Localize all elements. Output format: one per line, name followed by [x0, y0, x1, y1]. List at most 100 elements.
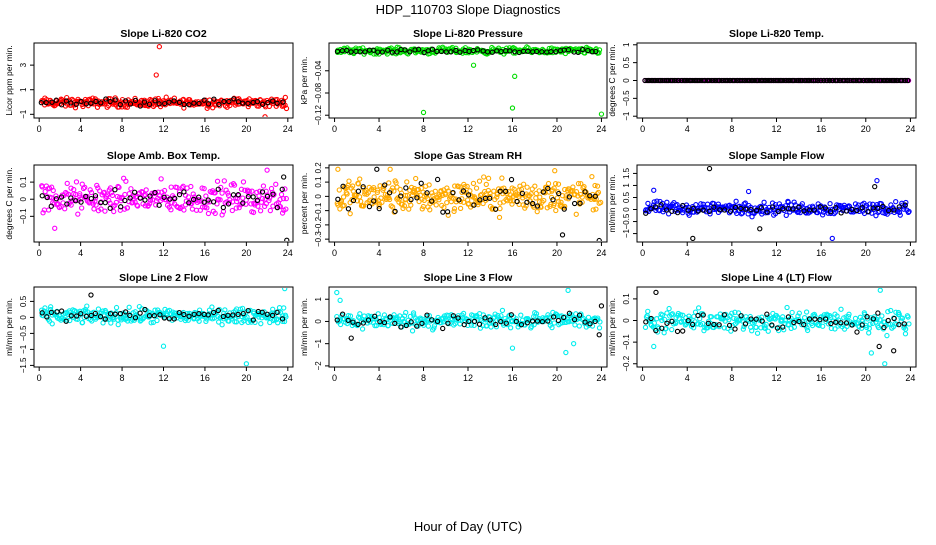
outlier-point: [891, 348, 897, 354]
panel-4: Slope Amb. Box Temp. degrees C per min. 0 4…: [4, 150, 294, 258]
data-point: [804, 325, 810, 331]
x-tick-label: 12: [463, 373, 473, 383]
data-point: [142, 306, 148, 313]
data-point: [571, 316, 578, 323]
data-point: [789, 309, 795, 316]
y-tick-label: −1: [622, 111, 631, 121]
data-point: [152, 307, 158, 313]
data-point: [151, 313, 157, 319]
data-point: [859, 322, 865, 328]
data-point: [899, 315, 906, 321]
data-point: [156, 101, 162, 107]
data-point: [102, 208, 108, 214]
panel-title: Slope Amb. Box Temp.: [107, 150, 220, 162]
data-point: [257, 188, 263, 194]
data-point: [901, 321, 907, 327]
y-tick-label: −0.08: [314, 82, 323, 103]
outlier-point: [598, 111, 605, 117]
data-point: [451, 208, 457, 214]
data-point: [425, 323, 432, 329]
data-point: [72, 198, 79, 204]
data-point: [117, 310, 124, 317]
data-point: [226, 98, 232, 105]
data-point: [481, 174, 487, 180]
data-point: [259, 195, 266, 202]
data-point: [721, 312, 728, 318]
x-tick-label: 0: [332, 248, 337, 258]
data-point: [372, 313, 378, 319]
data-point: [109, 192, 116, 199]
data-point: [566, 194, 573, 200]
data-point: [108, 320, 114, 326]
x-tick-label: 16: [816, 373, 826, 383]
data-point: [735, 310, 742, 316]
panel-title: Slope Li-820 Pressure: [413, 28, 523, 40]
data-point: [181, 101, 187, 108]
data-point: [676, 77, 682, 84]
data-point: [152, 189, 158, 196]
data-point: [680, 203, 686, 209]
data-point: [59, 102, 65, 108]
data-point: [691, 313, 697, 319]
data-point: [366, 203, 373, 210]
x-tick-label: 0: [332, 124, 337, 134]
data-point: [73, 101, 79, 107]
data-point: [281, 305, 287, 311]
data-point: [806, 316, 813, 322]
data-point: [107, 311, 114, 317]
data-point: [438, 48, 445, 54]
data-point: [334, 48, 341, 55]
data-point: [582, 319, 588, 325]
data-point: [572, 322, 578, 328]
data-point: [905, 77, 911, 84]
data-point: [78, 311, 84, 317]
data-point: [267, 207, 273, 214]
data-point: [365, 190, 371, 196]
x-tick-label: 20: [861, 248, 871, 258]
data-point: [148, 320, 154, 326]
data-point: [398, 190, 405, 196]
data-point: [196, 194, 202, 200]
data-point: [64, 180, 70, 187]
data-point: [791, 199, 797, 205]
data-point: [137, 310, 143, 316]
data-point: [78, 196, 84, 202]
data-point: [174, 184, 180, 191]
data-point: [825, 321, 832, 327]
data-point: [578, 181, 584, 187]
data-point: [274, 100, 280, 106]
data-point: [379, 49, 385, 55]
outlier-point: [598, 303, 605, 309]
data-point: [64, 201, 70, 207]
data-point: [240, 179, 247, 185]
outlier-point: [596, 237, 602, 241]
data-point: [221, 98, 227, 105]
data-point: [441, 204, 447, 211]
data-point: [63, 98, 70, 104]
data-point: [181, 207, 187, 213]
data-point: [191, 311, 197, 317]
data-point: [63, 318, 69, 324]
data-point: [747, 313, 753, 320]
data-point: [147, 193, 153, 199]
data-point: [685, 317, 691, 324]
data-point: [392, 320, 398, 327]
x-tick-label: 8: [120, 124, 125, 134]
data-point: [482, 315, 488, 321]
data-point: [575, 180, 582, 187]
data-point: [152, 98, 158, 104]
data-point: [92, 310, 99, 317]
outlier-point: [374, 166, 380, 172]
outlier-point: [88, 292, 94, 298]
data-point: [72, 105, 79, 111]
data-point: [679, 209, 686, 216]
data-point: [112, 97, 118, 103]
data-point: [464, 183, 470, 190]
data-point: [513, 316, 519, 322]
data-point: [475, 47, 481, 53]
data-point: [503, 320, 509, 326]
data-point: [128, 186, 134, 192]
data-point: [577, 200, 583, 206]
y-tick-label: 0: [19, 315, 28, 320]
